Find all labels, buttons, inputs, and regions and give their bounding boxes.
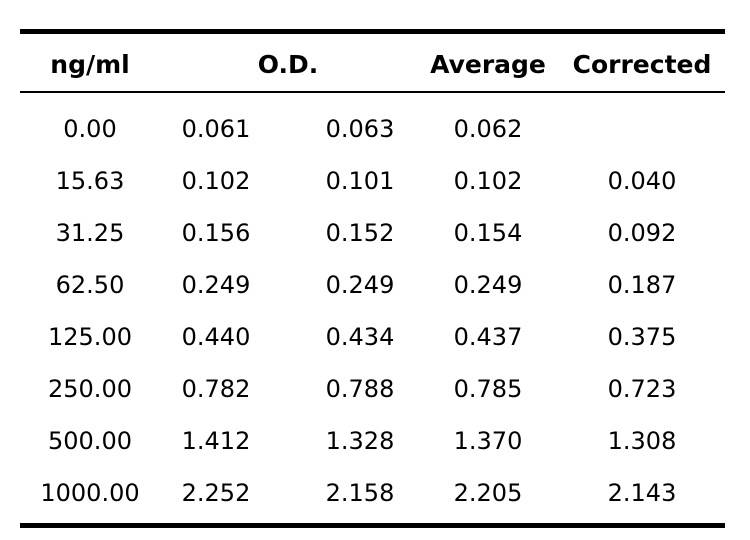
- cell-od1: 0.102: [181, 167, 251, 195]
- cell-average: 0.785: [453, 375, 523, 403]
- cell-od1: 2.252: [181, 479, 251, 507]
- cell-concentration: 31.25: [55, 219, 125, 247]
- cell-od2: 0.063: [325, 115, 395, 143]
- cell-average: 0.249: [453, 271, 523, 299]
- table-row: 0.00 0.061 0.063 0.062: [20, 103, 725, 155]
- cell-corrected: 0.187: [607, 271, 677, 299]
- cell-od1: 1.412: [181, 427, 251, 455]
- table-row: 500.00 1.412 1.328 1.370 1.308: [20, 415, 725, 467]
- header-concentration: ng/ml: [50, 50, 130, 79]
- cell-average: 0.102: [453, 167, 523, 195]
- cell-od2: 1.328: [325, 427, 395, 455]
- cell-concentration: 62.50: [55, 271, 125, 299]
- cell-average: 2.205: [453, 479, 523, 507]
- cell-corrected: [592, 103, 692, 155]
- top-rule: [20, 29, 725, 34]
- cell-average: 0.437: [453, 323, 523, 351]
- cell-od1: 0.782: [181, 375, 251, 403]
- cell-od2: 2.158: [325, 479, 395, 507]
- table-row: 250.00 0.782 0.788 0.785 0.723: [20, 363, 725, 415]
- cell-od2: 0.152: [325, 219, 395, 247]
- cell-od2: 0.434: [325, 323, 395, 351]
- cell-od1: 0.440: [181, 323, 251, 351]
- cell-concentration: 0.00: [63, 115, 117, 143]
- header-od: O.D.: [257, 50, 319, 79]
- cell-corrected: 2.143: [607, 479, 677, 507]
- cell-corrected: 0.723: [607, 375, 677, 403]
- cell-concentration: 15.63: [55, 167, 125, 195]
- cell-corrected: 0.092: [607, 219, 677, 247]
- cell-concentration: 500.00: [48, 427, 132, 455]
- cell-od1: 0.061: [181, 115, 251, 143]
- cell-concentration: 1000.00: [40, 479, 140, 507]
- cell-corrected: 0.375: [607, 323, 677, 351]
- table-row: 1000.00 2.252 2.158 2.205 2.143: [20, 467, 725, 519]
- cell-average: 1.370: [453, 427, 523, 455]
- table-row: 15.63 0.102 0.101 0.102 0.040: [20, 155, 725, 207]
- cell-corrected: 0.040: [607, 167, 677, 195]
- cell-od1: 0.249: [181, 271, 251, 299]
- cell-concentration: 125.00: [48, 323, 132, 351]
- cell-od2: 0.249: [325, 271, 395, 299]
- cell-corrected: 1.308: [607, 427, 677, 455]
- cell-average: 0.154: [453, 219, 523, 247]
- header-row: ng/ml O.D. Average Corrected: [20, 34, 725, 91]
- table-body: 0.00 0.061 0.063 0.062 15.63 0.102 0.101…: [20, 93, 725, 519]
- header-corrected: Corrected: [572, 50, 712, 79]
- header-rule: [20, 91, 725, 93]
- cell-od2: 0.788: [325, 375, 395, 403]
- cell-average: 0.062: [453, 115, 523, 143]
- table-row: 62.50 0.249 0.249 0.249 0.187: [20, 259, 725, 311]
- cell-od2: 0.101: [325, 167, 395, 195]
- table-row: 125.00 0.440 0.434 0.437 0.375: [20, 311, 725, 363]
- table-row: 31.25 0.156 0.152 0.154 0.092: [20, 207, 725, 259]
- data-table: ng/ml O.D. Average Corrected 0.00 0.061 …: [20, 29, 725, 528]
- cell-od1: 0.156: [181, 219, 251, 247]
- header-average: Average: [430, 50, 546, 79]
- bottom-rule: [20, 523, 725, 528]
- cell-concentration: 250.00: [48, 375, 132, 403]
